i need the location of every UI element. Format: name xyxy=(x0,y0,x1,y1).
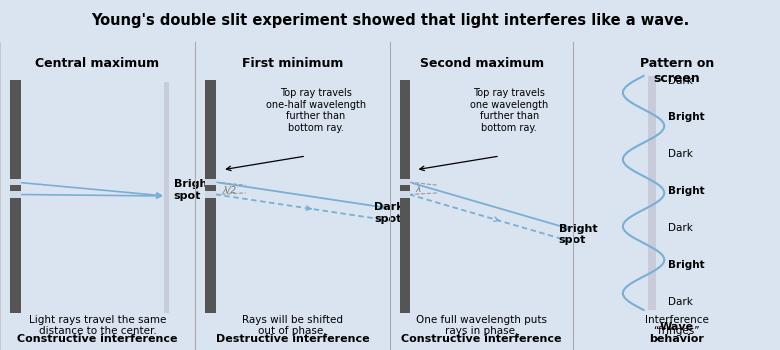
Bar xyxy=(205,80,216,179)
Text: First minimum: First minimum xyxy=(242,57,343,70)
Text: λ: λ xyxy=(416,185,421,194)
Bar xyxy=(399,185,410,191)
Bar xyxy=(10,80,21,179)
Text: Pattern on
screen: Pattern on screen xyxy=(640,57,714,85)
Text: λ/2: λ/2 xyxy=(222,185,236,194)
Text: Bright: Bright xyxy=(668,260,705,270)
Text: Second maximum: Second maximum xyxy=(420,57,544,70)
Text: Dark: Dark xyxy=(668,297,693,307)
Text: Constructive interference: Constructive interference xyxy=(402,334,562,344)
Bar xyxy=(10,197,21,313)
Text: Interference
“fringes”: Interference “fringes” xyxy=(645,315,708,336)
Text: Young's double slit experiment showed that light interferes like a wave.: Young's double slit experiment showed th… xyxy=(91,14,689,28)
Text: Destructive interference: Destructive interference xyxy=(216,334,369,344)
Text: Dark: Dark xyxy=(668,223,693,233)
Text: Bright: Bright xyxy=(668,112,705,122)
Bar xyxy=(205,197,216,313)
Bar xyxy=(399,191,410,197)
Bar xyxy=(205,191,216,197)
Text: Constructive interference: Constructive interference xyxy=(17,334,178,344)
Bar xyxy=(164,82,168,313)
Bar xyxy=(205,185,216,191)
Text: Dark: Dark xyxy=(668,76,693,85)
Text: Dark
spot: Dark spot xyxy=(374,202,404,224)
Text: Top ray travels
one wavelength
further than
bottom ray.: Top ray travels one wavelength further t… xyxy=(470,88,548,133)
Text: Wave
behavior: Wave behavior xyxy=(649,322,704,344)
Bar xyxy=(10,191,21,197)
Text: Top ray travels
one-half wavelength
further than
bottom ray.: Top ray travels one-half wavelength furt… xyxy=(266,88,366,133)
Bar xyxy=(399,80,410,179)
Text: Bright
spot: Bright spot xyxy=(558,224,597,245)
Bar xyxy=(10,179,21,185)
Bar xyxy=(10,185,21,191)
Text: One full wavelength puts
rays in phase.: One full wavelength puts rays in phase. xyxy=(417,315,547,336)
Bar xyxy=(647,76,656,310)
Text: Light rays travel the same
distance to the center.: Light rays travel the same distance to t… xyxy=(29,315,166,336)
Bar xyxy=(399,179,410,185)
Bar xyxy=(205,179,216,185)
Text: Rays will be shifted
out of phase.: Rays will be shifted out of phase. xyxy=(242,315,343,336)
Text: Bright: Bright xyxy=(668,187,705,196)
Text: Dark: Dark xyxy=(668,149,693,159)
Text: Central maximum: Central maximum xyxy=(35,57,160,70)
Text: Bright
spot: Bright spot xyxy=(173,179,212,201)
Bar xyxy=(399,197,410,313)
